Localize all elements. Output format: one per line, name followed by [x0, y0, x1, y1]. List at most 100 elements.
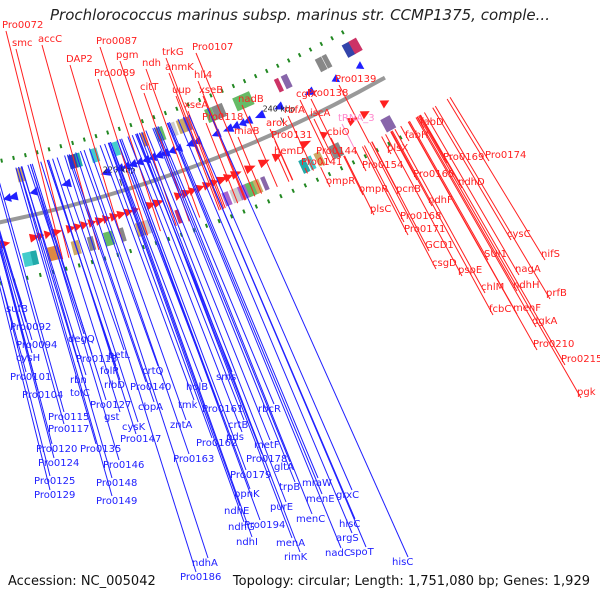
leader-line: [17, 166, 113, 497]
leader-line: [415, 117, 537, 328]
label-line-layer: [0, 30, 582, 573]
inner-feature-block: [239, 91, 255, 109]
leader-line: [287, 115, 314, 171]
reverse-gene-arrow: [222, 123, 235, 132]
forward-gene-arrow: [116, 210, 126, 220]
gene-label-Pro0154: Pro0154: [362, 160, 403, 171]
inner-ring-tick: [286, 58, 291, 63]
gene-label-degQ: degQ: [68, 334, 95, 345]
leader-line: [344, 155, 375, 216]
forward-gene-arrow: [43, 230, 52, 240]
inner-ring-tick: [186, 102, 190, 107]
reverse-gene-arrow: [304, 86, 316, 96]
outer-feature-block: [298, 158, 311, 174]
leader-line: [0, 285, 51, 491]
inner-ring-tick: [140, 118, 145, 124]
reverse-gene-arrow: [128, 158, 138, 168]
outer-ring-tick: [64, 266, 68, 271]
leader-line: [400, 125, 410, 142]
gene-label-tmk: tmk: [178, 400, 198, 411]
leader-line: [449, 97, 490, 162]
gene-label-Pro0174: Pro0174: [485, 150, 526, 161]
leader-line: [48, 159, 137, 435]
inner-ring-tick: [35, 150, 39, 155]
gene-label-pgm: pgm: [116, 50, 138, 61]
reverse-gene-arrow: [254, 109, 266, 119]
forward-gene-arrow: [243, 165, 256, 174]
gene-label-hemD: hemD: [274, 146, 304, 157]
leader-line: [0, 234, 27, 323]
leader-line: [75, 152, 209, 559]
inner-feature-block: [273, 77, 284, 93]
inner-ring-tick: [152, 114, 156, 120]
leader-line: [391, 130, 494, 316]
leader-line: [418, 115, 582, 399]
inner-ring-tick: [82, 137, 86, 142]
gene-label-nagA: nagA: [515, 264, 541, 275]
gene-label-Pro0194: Pro0194: [244, 520, 285, 531]
outer-ring-tick: [77, 263, 81, 268]
gene-label-iscA: iscA: [310, 108, 330, 119]
inner-feature-block: [280, 73, 293, 90]
gene-label-nifS: nifS: [541, 249, 560, 260]
inner-feature-block: [341, 41, 357, 58]
gene-label-menE: menE: [306, 494, 335, 505]
gene-label-sms: sms: [216, 372, 236, 383]
leader-line: [274, 140, 293, 181]
gene-label-Pro0146: Pro0146: [103, 460, 144, 471]
leader-line: [0, 275, 27, 373]
leader-line: [381, 136, 392, 155]
gene-label-Pro0104: Pro0104: [22, 390, 63, 401]
leader-line: [354, 149, 367, 172]
leader-line: [390, 131, 418, 181]
gene-label-Pro0115: Pro0115: [48, 412, 89, 423]
gene-label-ndhD: ndhD: [458, 177, 485, 188]
gene-label-hli4: hli4: [194, 70, 212, 81]
gene-label-rimK: rimK: [284, 552, 308, 563]
leader-line: [423, 112, 520, 276]
gene-label-cysH: cysH: [16, 353, 40, 364]
gene-label-Pro0139: Pro0139: [335, 74, 376, 85]
kbp-tick-label: 240 kbp: [263, 104, 296, 113]
gene-label-Pro0149: Pro0149: [96, 496, 137, 507]
outer-feature-block: [118, 227, 127, 242]
leader-line: [0, 247, 55, 459]
gene-label-purE: purE: [270, 502, 293, 513]
forward-gene-arrow: [194, 184, 205, 194]
inner-feature-block: [321, 53, 333, 69]
gene-label-fcbC: fcbC: [489, 304, 511, 315]
leader-line: [88, 148, 187, 421]
gene-label-Pro0168: Pro0168: [400, 211, 441, 222]
gene-label-Pro0129: Pro0129: [34, 490, 75, 501]
gene-label-citT: citT: [140, 82, 159, 93]
leader-line: [237, 136, 263, 194]
gene-label-cglX: cglX: [296, 89, 318, 100]
leader-line: [108, 142, 241, 507]
leader-line: [109, 141, 253, 538]
label-layer: smc Pro0072 accC DAP2 pgm Pro0087 Pro0089 ndh ci…: [2, 20, 600, 583]
outer-ring-tick: [25, 275, 29, 281]
outer-feature-block: [260, 176, 270, 191]
leader-line: [390, 131, 433, 207]
reverse-gene-arrow: [2, 193, 12, 202]
gene-label-xseB: xseB: [199, 85, 223, 96]
leader-line: [168, 72, 222, 210]
outer-ring-tick: [363, 154, 368, 159]
inner-ring-tick: [253, 73, 258, 79]
reverse-gene-arrow: [231, 120, 241, 130]
leader-line: [0, 243, 53, 445]
inner-ring-tick: [319, 41, 324, 47]
leader-line: [385, 134, 463, 277]
gene-label-prfB: prfB: [546, 288, 567, 299]
leader-line: [40, 161, 121, 413]
leader-line: [110, 141, 203, 383]
leader-line: [152, 127, 296, 483]
gene-label-Pro0144: Pro0144: [316, 146, 357, 157]
gene-label-pds: pds: [226, 432, 244, 443]
leader-line: [29, 164, 120, 461]
gene-label-crtQ: crtQ: [142, 366, 164, 377]
gene-label-Pro0118: Pro0118: [202, 112, 243, 123]
leader-line: [157, 126, 275, 405]
outer-feature-block: [142, 219, 154, 235]
reverse-gene-arrow: [168, 145, 177, 155]
